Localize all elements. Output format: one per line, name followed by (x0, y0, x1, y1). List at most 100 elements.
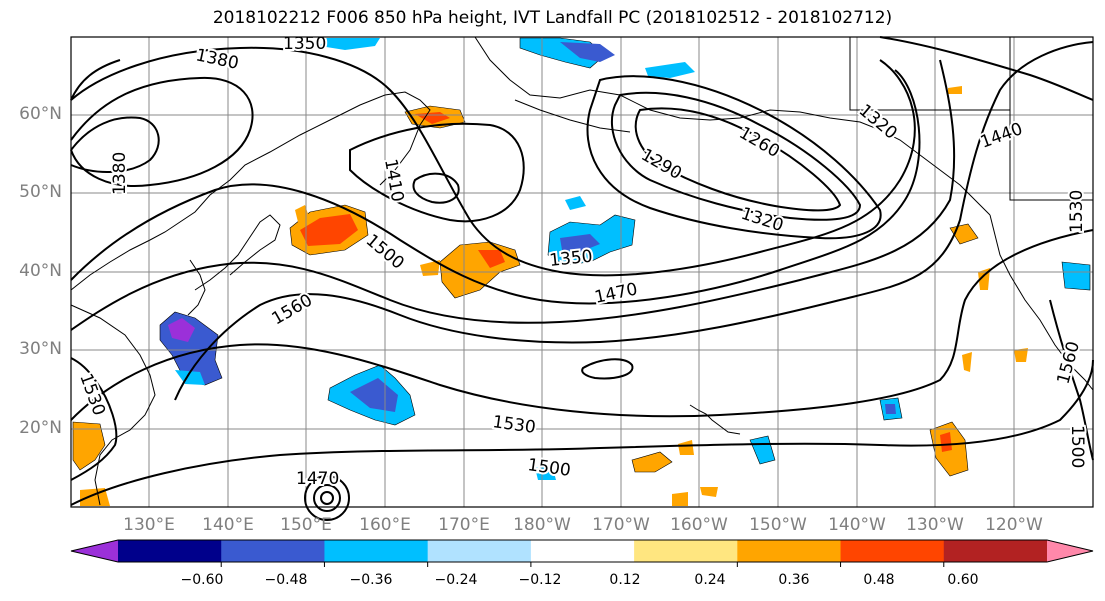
contour-line (581, 358, 634, 380)
contour-line (320, 491, 334, 505)
colorbar-extend-low (71, 540, 118, 562)
ivt-positive-area (672, 492, 688, 506)
ivt-negative-area (645, 62, 695, 78)
lon-tick-label: 150°E (280, 515, 332, 535)
lon-tick-label: 140°W (828, 515, 886, 535)
ivt-positive-area (631, 451, 673, 473)
lat-tick-label: 30°N (19, 339, 62, 359)
ivt-positive-area (72, 421, 106, 471)
ivt-positive-area (700, 487, 718, 497)
ivt-positive-area (940, 432, 952, 452)
contour-label: 1530 (1067, 190, 1087, 233)
lat-tick-label: 40°N (19, 261, 62, 281)
contour-line (412, 172, 460, 204)
contour-line (70, 59, 956, 331)
colorbar-segment (427, 540, 532, 562)
lon-tick-label: 170°E (438, 515, 490, 535)
contour-label: 1500 (1067, 425, 1087, 468)
contour-line (70, 59, 121, 101)
lat-tick-label: 60°N (19, 104, 62, 124)
contour-line (70, 116, 160, 173)
lon-tick-label: 130°W (906, 515, 964, 535)
contour-line (70, 46, 916, 277)
alaska-coast (474, 36, 991, 216)
contour-line (304, 475, 350, 521)
lat-tick-label: 20°N (19, 418, 62, 438)
ivt-positive-area (478, 250, 505, 268)
lon-tick-label: 140°E (202, 515, 254, 535)
ivt-negative-area (175, 370, 205, 385)
colorbar-tick-label: 0.36 (778, 572, 810, 588)
contour-label: 1350 (283, 34, 326, 54)
colorbar-tick-label: 0.60 (947, 572, 979, 588)
ivt-negative-area (560, 234, 600, 252)
ivt-negative-area (168, 318, 195, 342)
ivt-positive-area (678, 440, 694, 455)
contour-line (70, 69, 921, 305)
colorbar-segment (221, 540, 325, 562)
lat-tick-label: 50°N (19, 182, 62, 202)
ivt-negative-area (535, 465, 556, 480)
colorbar (70, 539, 1094, 567)
colorbar-tick-label: −0.60 (180, 572, 224, 588)
lon-tick-label: 180°W (513, 515, 571, 535)
contour-line (70, 76, 254, 187)
aleutian-islands (514, 99, 631, 133)
ivt-positive-area (300, 214, 358, 246)
colorbar-tick-label: −0.12 (518, 572, 562, 588)
colorbar-tick-label: 0.24 (694, 572, 726, 588)
contour-line (70, 359, 1094, 506)
coastlines (70, 36, 1094, 506)
contour-line (634, 107, 842, 212)
contour-label: 1470 (296, 469, 339, 489)
ivt-negative-area (350, 378, 398, 412)
contour-line (70, 229, 1094, 421)
north-america-coast (989, 214, 1094, 391)
ivt-negative-area (560, 42, 615, 62)
colorbar-tick-label: 0.12 (609, 572, 641, 588)
contour-line (879, 36, 1094, 101)
map-panel: 1350 1380 1380 1410 1500 1560 1350 1470 … (70, 32, 1094, 521)
contour-line (349, 122, 525, 223)
colorbar-segment (530, 540, 635, 562)
ivt-positive-area (80, 488, 110, 506)
colorbar-segment (840, 540, 945, 562)
colorbar-tick-label: 0.48 (863, 572, 895, 588)
graticule (71, 37, 1093, 507)
contour-line (1049, 299, 1094, 461)
contour-line (174, 41, 1094, 401)
lon-tick-label: 160°E (359, 515, 411, 535)
ivt-negative-area (1061, 261, 1091, 291)
ivt-negative-area (885, 404, 896, 414)
contour-line (70, 357, 118, 481)
contour-line (586, 75, 882, 240)
lon-tick-label: 150°W (749, 515, 807, 535)
colorbar-segment (118, 540, 222, 562)
colorbar-tick-label: −0.24 (434, 572, 478, 588)
colorbar-segment (943, 540, 1048, 562)
ivt-shading (72, 37, 1091, 506)
height-contours (70, 36, 1094, 521)
map-frame (70, 36, 1094, 508)
canada-coast (849, 37, 1093, 201)
lon-tick-label: 170°W (592, 515, 650, 535)
lon-tick-label: 130°E (123, 515, 175, 535)
colorbar-outline (70, 539, 1094, 563)
ivt-negative-area (320, 38, 380, 50)
colorbar-segment (737, 540, 842, 562)
colorbar-extend-high (1047, 540, 1093, 562)
ivt-positive-area (1014, 348, 1028, 362)
asia-coast (70, 91, 431, 291)
contour-line (313, 484, 341, 512)
contour-label: 1380 (110, 152, 130, 195)
colorbar-tick-label: −0.36 (349, 572, 393, 588)
map-title: 2018102212 F006 850 hPa height, IVT Land… (212, 8, 893, 28)
ivt-positive-area (962, 352, 972, 372)
ivt-positive-area (948, 86, 962, 94)
colorbar-segment (324, 540, 429, 562)
ivt-negative-area (565, 196, 586, 210)
colorbar-segment (634, 540, 738, 562)
contour-line (610, 91, 862, 221)
lon-tick-label: 160°W (670, 515, 728, 535)
